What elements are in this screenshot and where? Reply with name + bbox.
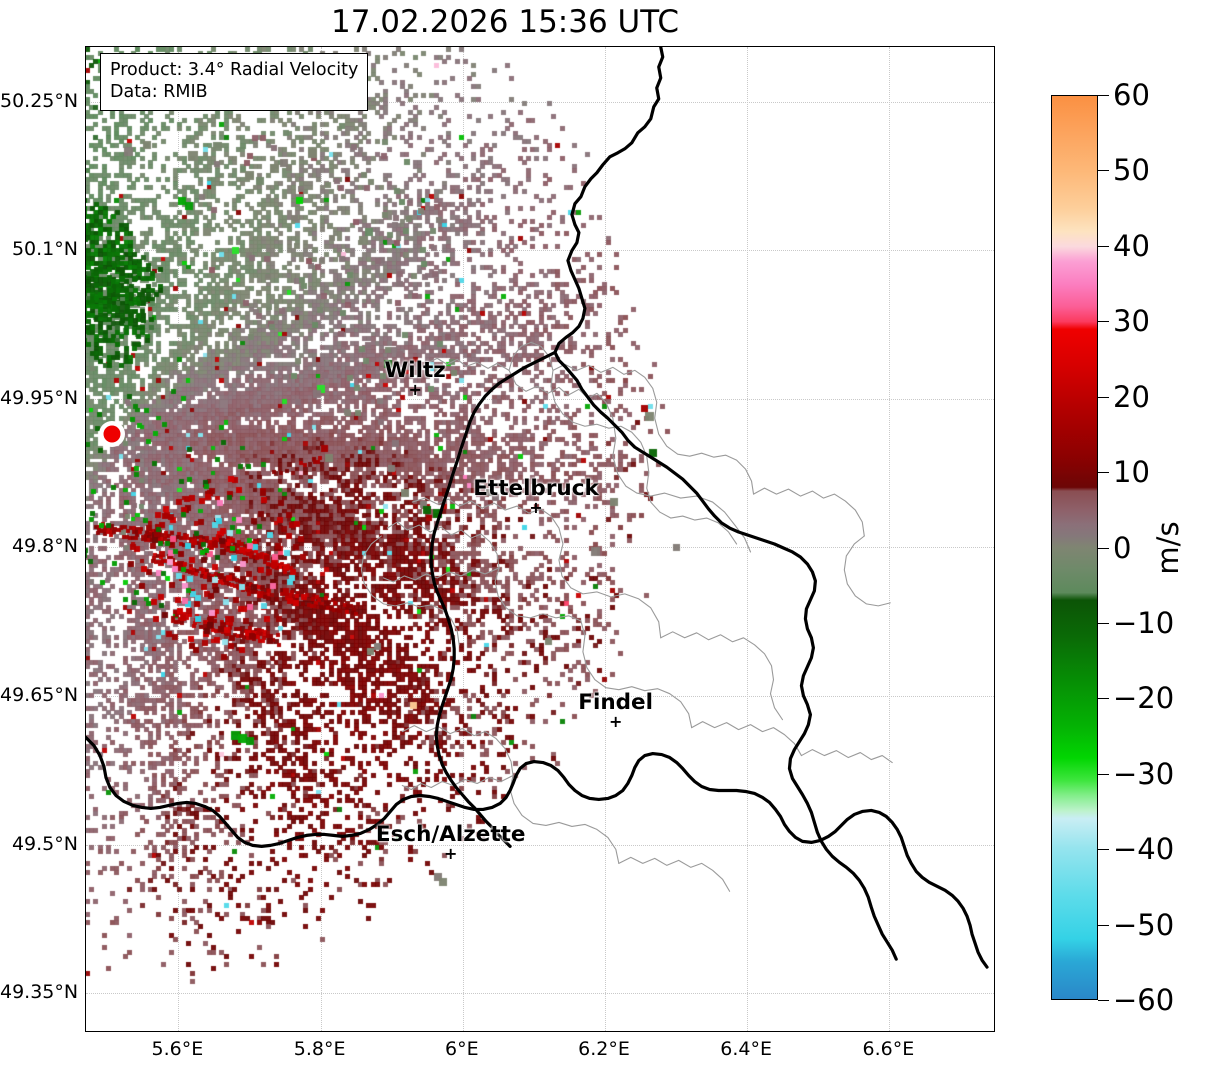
y-tick-label: 50.1°N [11, 238, 78, 261]
y-tick-label: 49.5°N [11, 832, 78, 855]
y-tick-label: 49.35°N [0, 981, 79, 1004]
x-tick-label: 6.6°E [862, 1038, 915, 1060]
x-tick-label: 6°E [445, 1038, 479, 1060]
city-label-esch-alzette: Esch/Alzette + [375, 821, 526, 863]
colorbar-tick-label: 60 [1113, 78, 1150, 112]
city-marker-icon: + [529, 497, 543, 517]
colorbar-tick [1098, 849, 1109, 851]
city-marker-icon: + [608, 711, 623, 731]
page-title: 17.02.2026 15:36 UTC [331, 4, 679, 40]
colorbar-tick [1098, 396, 1109, 398]
x-tick-label: 5.6°E [151, 1038, 204, 1060]
colorbar-tick-label: 40 [1113, 228, 1150, 263]
colorbar-tick [1098, 321, 1109, 323]
colorbar-tick-label: 30 [1113, 304, 1150, 339]
city-marker-icon: + [408, 379, 422, 399]
city-name: Wiltz [384, 357, 446, 383]
colorbar-gradient [1051, 95, 1098, 1000]
y-tick-label: 49.95°N [0, 386, 79, 409]
colorbar-tick [1098, 698, 1109, 700]
colorbar-tick-label: 20 [1113, 379, 1150, 414]
country-borders [86, 47, 989, 969]
x-tick-label: 6.2°E [578, 1038, 630, 1060]
city-label-wiltz: Wiltz + [384, 357, 446, 399]
x-tick-label: 6.4°E [720, 1038, 773, 1060]
radar-echo-layer [86, 47, 994, 1031]
product-line: Product: 3.4° Radial Velocity [110, 60, 359, 80]
colorbar-tick-label: −50 [1113, 907, 1175, 942]
colorbar-tick-label: −20 [1113, 681, 1175, 716]
colorbar-tick-label: 10 [1113, 455, 1150, 490]
y-tick-label: 49.65°N [0, 684, 79, 707]
colorbar-tick [1098, 472, 1109, 474]
colorbar-tick-label: 50 [1113, 153, 1150, 188]
city-name: Ettelbruck [473, 475, 599, 501]
colorbar-tick-label: 0 [1113, 530, 1132, 565]
colorbar-tick [1098, 95, 1109, 96]
city-marker-icon: + [443, 843, 458, 863]
colorbar-tick-label: −30 [1113, 756, 1175, 791]
colorbar-tick [1098, 245, 1109, 247]
colorbar-tick [1098, 773, 1109, 775]
colorbar-tick [1098, 924, 1109, 926]
canton-boundaries [360, 341, 893, 892]
colorbar: 60 50 40 30 20 10 0 −10 −20 −30 −40 −50 −60 [1051, 78, 1174, 1017]
radar-site-marker[interactable] [103, 425, 121, 443]
city-name: Findel [578, 689, 653, 715]
city-label-findel: Findel + [578, 689, 653, 731]
colorbar-tick [1098, 1000, 1109, 1001]
data-source-line: Data: RMIB [110, 82, 208, 103]
colorbar-tick-label: −60 [1113, 983, 1175, 1017]
colorbar-tick [1098, 622, 1109, 624]
city-label-ettelbruck: Ettelbruck + [473, 475, 599, 517]
radar-map-plot: Wiltz + Ettelbruck + Findel + Esch/Alzette + Pr… [85, 46, 995, 1032]
product-info-box: Product: 3.4° Radial Velocity Data: RMIB [100, 53, 369, 111]
x-tick-label: 5.8°E [293, 1038, 346, 1060]
plot-inner: Wiltz + Ettelbruck + Findel + Esch/Alzette + Pr… [86, 47, 994, 1031]
colorbar-tick [1098, 170, 1109, 172]
colorbar-tick-label: −40 [1113, 832, 1175, 867]
colorbar-tick [1098, 547, 1109, 549]
colorbar-tick-label: −10 [1113, 605, 1175, 640]
y-tick-label: 49.8°N [11, 535, 78, 558]
city-name: Esch/Alzette [375, 821, 526, 847]
y-tick-label: 50.25°N [0, 89, 79, 112]
colorbar-unit-label: m/s [1151, 521, 1185, 575]
